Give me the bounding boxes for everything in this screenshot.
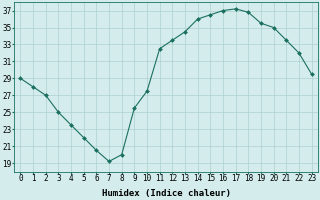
X-axis label: Humidex (Indice chaleur): Humidex (Indice chaleur) (101, 189, 230, 198)
